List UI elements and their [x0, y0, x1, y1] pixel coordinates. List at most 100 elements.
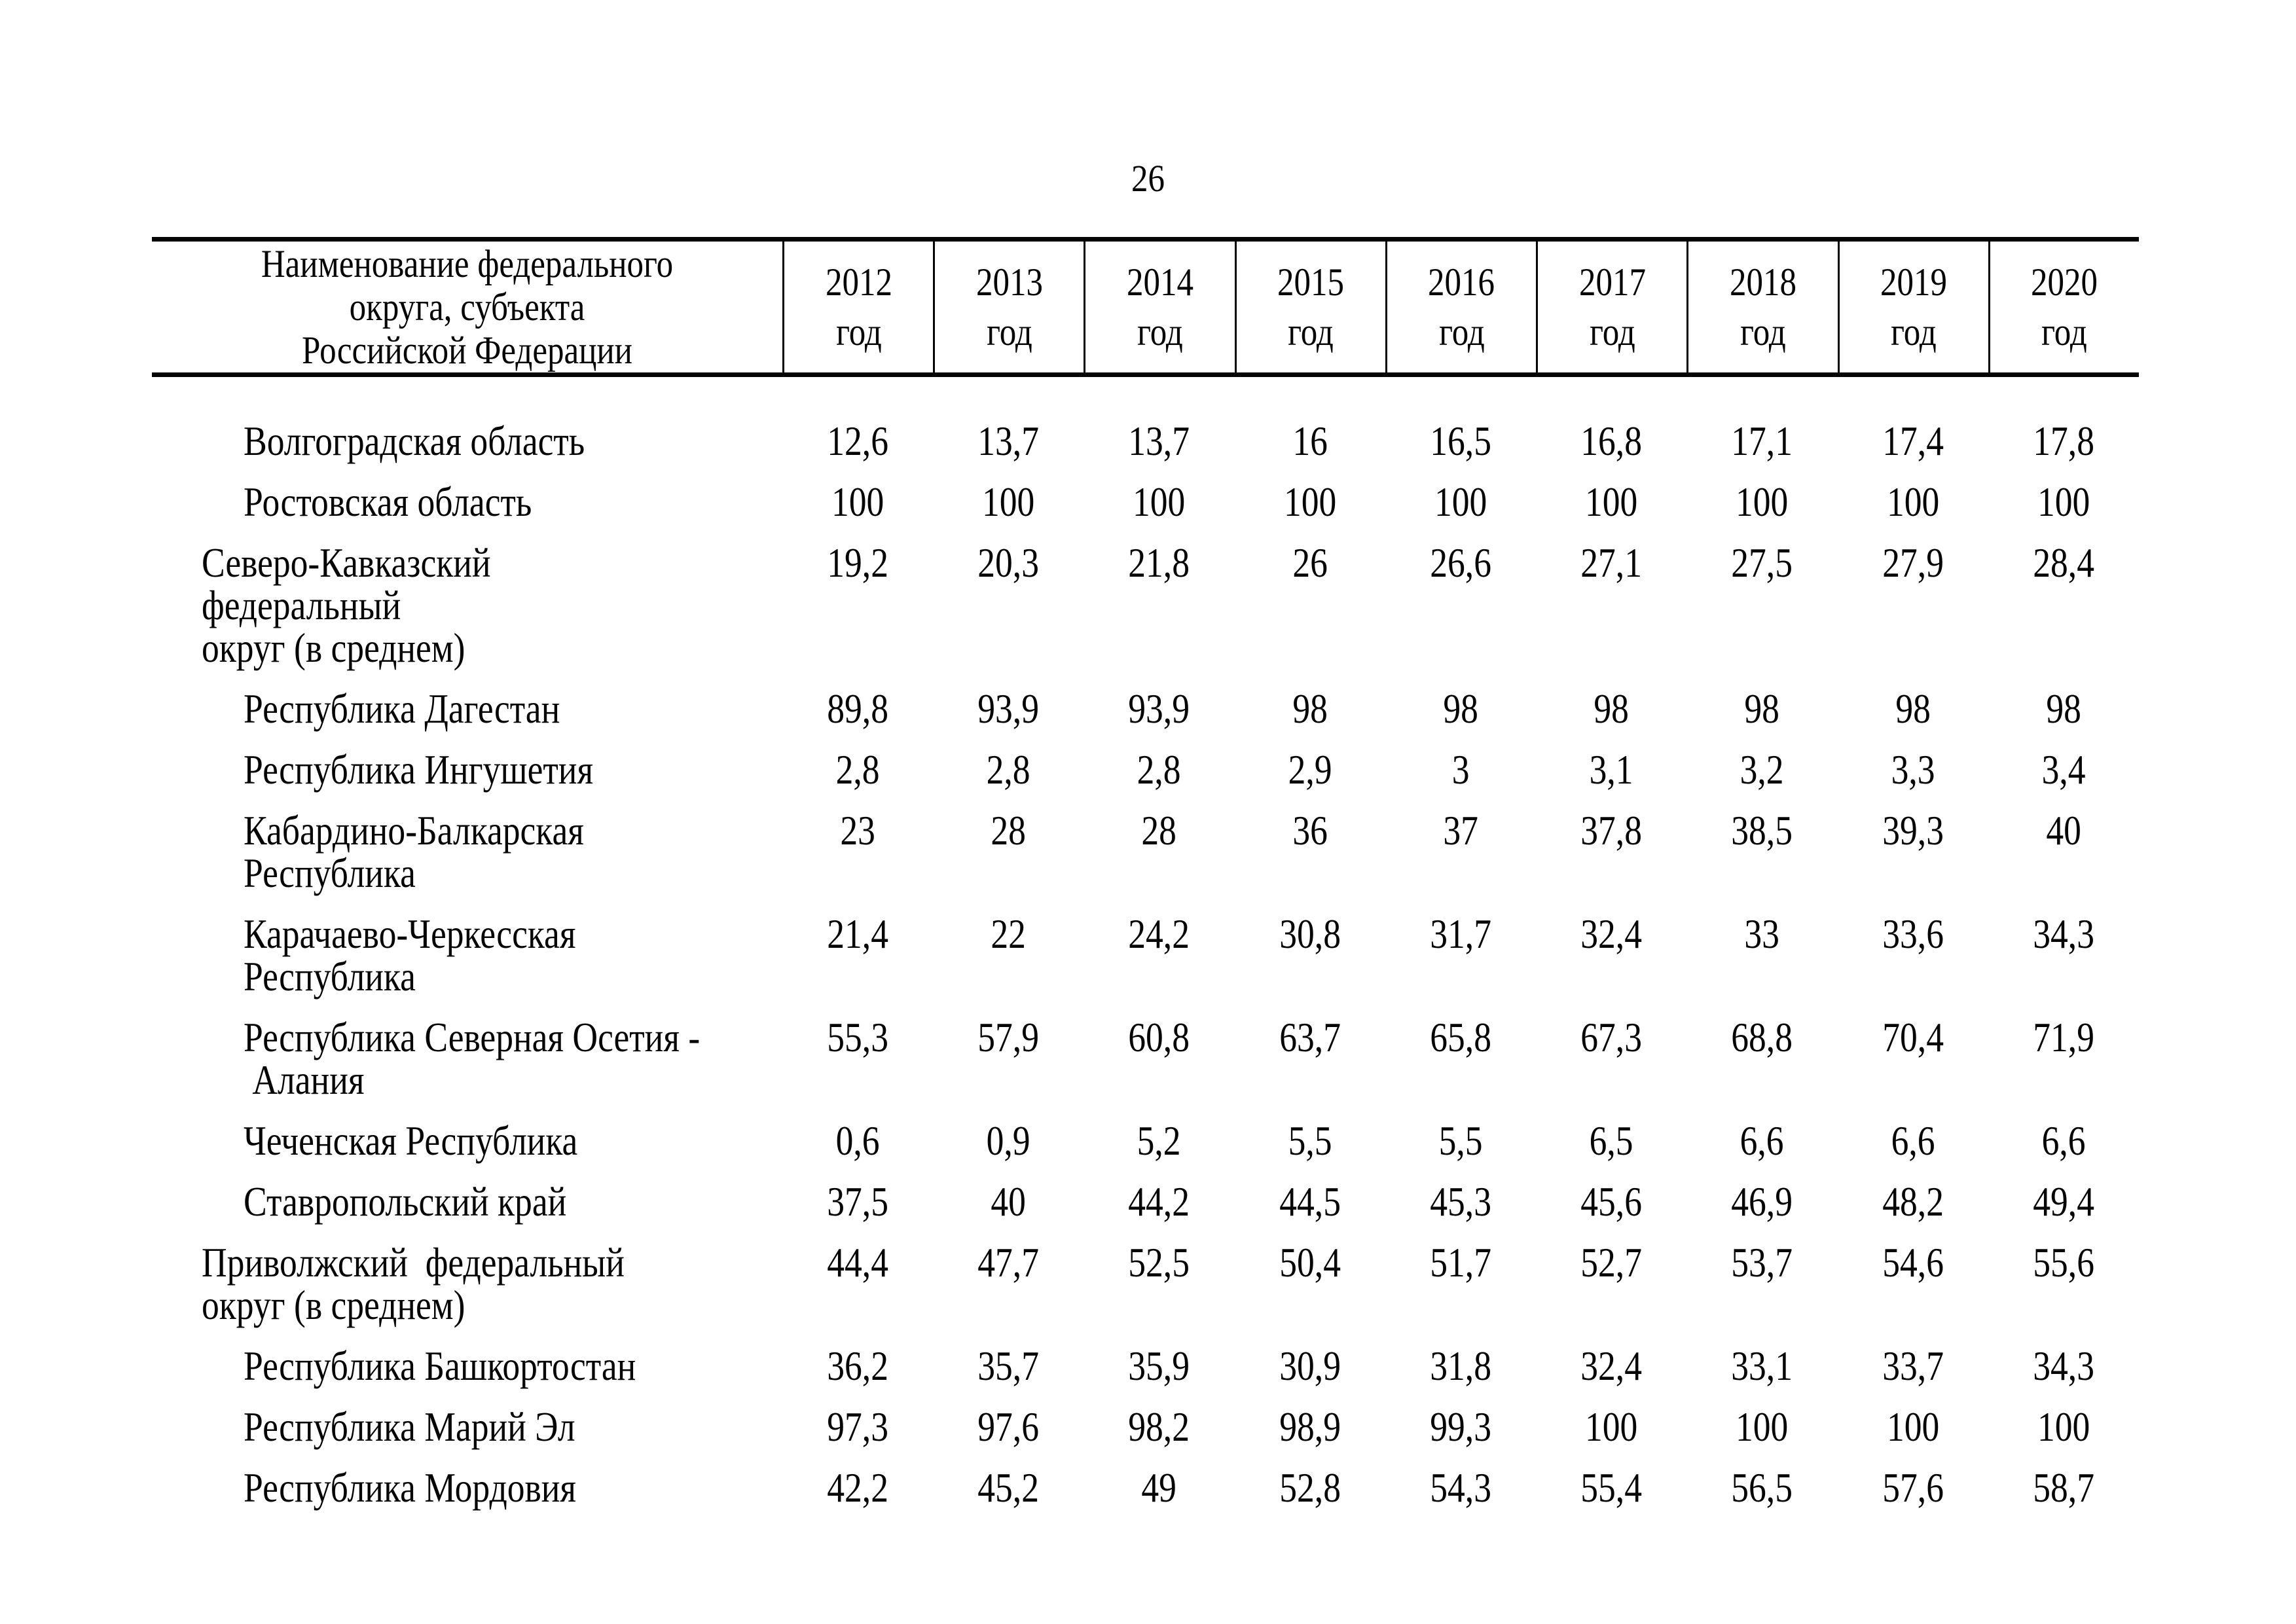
- value-cell: 36,2: [827, 1343, 888, 1389]
- header-year-label: 2018: [1729, 261, 1796, 304]
- value-cell: 55,4: [1580, 1465, 1643, 1511]
- value-cell: 57,6: [1882, 1465, 1944, 1511]
- value-cell: 37: [1443, 808, 1478, 854]
- value-cell: 32,4: [1580, 911, 1643, 957]
- value-cell: 93,9: [977, 686, 1040, 732]
- value-cell: 26,6: [1430, 540, 1491, 586]
- value-cell: 36: [1292, 808, 1328, 854]
- value-cell: 98: [1292, 686, 1328, 732]
- table-row: Карачаево-Черкесская Республика 21,4 22 24,2…: [152, 913, 2139, 998]
- value-cell: 46,9: [1731, 1179, 1793, 1225]
- value-cell: 20,3: [977, 540, 1040, 586]
- header-year-label: 2017: [1578, 261, 1646, 304]
- value-cell: 33: [1744, 911, 1780, 957]
- row-name-line: Приволжский федеральный: [202, 1240, 625, 1286]
- table-row: Волгоградская область 12,6 13,7 13,7 16 16,5 1…: [152, 420, 2139, 463]
- value-cell: 16,5: [1430, 418, 1491, 464]
- row-name-cell: Северо-Кавказский федеральный округ (в ср…: [152, 542, 782, 670]
- row-name-line: Республика Башкортостан: [244, 1343, 636, 1389]
- value-cell: 58,7: [2033, 1465, 2094, 1511]
- value-cell: 3,1: [1589, 747, 1633, 793]
- row-name-cell: Республика Дагестан: [152, 688, 782, 731]
- table-row: Республика Башкортостан 36,2 35,7 35,9 30,9 3…: [152, 1345, 2139, 1388]
- table-row: Республика Ингушетия 2,8 2,8 2,8 2,9 3 3,1 3,2 3…: [152, 749, 2139, 791]
- value-cell: 100: [2037, 1404, 2090, 1450]
- value-cell: 21,8: [1128, 540, 1190, 586]
- header-year-label: 2015: [1277, 261, 1345, 304]
- row-name-cell: Ростовская область: [152, 481, 782, 524]
- value-cell: 45,2: [977, 1465, 1040, 1511]
- value-cell: 6,6: [1740, 1118, 1784, 1164]
- value-cell: 65,8: [1430, 1015, 1491, 1060]
- value-cell: 0,9: [986, 1118, 1030, 1164]
- row-name-cell: Волгоградская область: [152, 420, 782, 463]
- value-cell: 32,4: [1580, 1343, 1643, 1389]
- header-year-2018: 2018 год: [1686, 242, 1837, 372]
- value-cell: 13,7: [977, 418, 1040, 464]
- value-cell: 98: [1594, 686, 1629, 732]
- row-name-line: Ставропольский край: [244, 1179, 567, 1225]
- value-cell: 13,7: [1128, 418, 1190, 464]
- value-cell: 17,8: [2033, 418, 2094, 464]
- header-year-2013: 2013 год: [933, 242, 1084, 372]
- header-year-label: 2012: [825, 261, 892, 304]
- value-cell: 42,2: [827, 1465, 888, 1511]
- value-cell: 2,8: [835, 747, 880, 793]
- value-cell: 2,8: [1137, 747, 1182, 793]
- header-year-label: 2019: [1880, 261, 1948, 304]
- value-cell: 53,7: [1731, 1240, 1793, 1286]
- value-cell: 23: [840, 808, 875, 854]
- value-cell: 52,8: [1279, 1465, 1341, 1511]
- row-name-line: Республика: [244, 954, 416, 1000]
- table-row: Республика Дагестан 89,8 93,9 93,9 98 98 98 98 9…: [152, 688, 2139, 731]
- value-cell: 5,5: [1288, 1118, 1332, 1164]
- value-cell: 55,3: [827, 1015, 888, 1060]
- row-name-cell: Ставропольский край: [152, 1181, 782, 1223]
- value-cell: 24,2: [1128, 911, 1190, 957]
- value-cell: 54,3: [1430, 1465, 1491, 1511]
- value-cell: 40: [991, 1179, 1027, 1225]
- value-cell: 34,3: [2033, 1343, 2094, 1389]
- value-cell: 16,8: [1580, 418, 1643, 464]
- value-cell: 67,3: [1580, 1015, 1643, 1060]
- value-cell: 98: [1443, 686, 1478, 732]
- value-cell: 47,7: [977, 1240, 1040, 1286]
- value-cell: 5,5: [1438, 1118, 1483, 1164]
- value-cell: 52,5: [1128, 1240, 1190, 1286]
- value-cell: 100: [1283, 479, 1336, 525]
- header-year-2015: 2015 год: [1234, 242, 1385, 372]
- value-cell: 98: [1744, 686, 1780, 732]
- table-row: Чеченская Республика 0,6 0,9 5,2 5,5 5,5 6,5 6,…: [152, 1120, 2139, 1163]
- value-cell: 0,6: [835, 1118, 880, 1164]
- value-cell: 63,7: [1279, 1015, 1341, 1060]
- value-cell: 6,5: [1589, 1118, 1633, 1164]
- header-year-unit: год: [987, 310, 1032, 353]
- header-year-2017: 2017 год: [1536, 242, 1686, 372]
- table-row: Республика Марий Эл 97,3 97,6 98,2 98,9 99,3 1…: [152, 1406, 2139, 1449]
- table-row: Республика Северная Осетия - Алания 55,3 5…: [152, 1017, 2139, 1102]
- value-cell: 30,8: [1279, 911, 1341, 957]
- value-cell: 2,9: [1288, 747, 1332, 793]
- value-cell: 34,3: [2033, 911, 2094, 957]
- value-cell: 100: [1434, 479, 1487, 525]
- row-name-line: Республика: [244, 850, 416, 896]
- row-name-line: Карачаево-Черкесская: [244, 911, 576, 957]
- row-name-cell: Чеченская Республика: [152, 1120, 782, 1163]
- value-cell: 27,9: [1882, 540, 1944, 586]
- value-cell: 38,5: [1731, 808, 1793, 854]
- header-year-2020: 2020 год: [1988, 242, 2139, 372]
- header-year-label: 2016: [1428, 261, 1495, 304]
- header-year-2019: 2019 год: [1837, 242, 1988, 372]
- value-cell: 5,2: [1137, 1118, 1182, 1164]
- row-name-cell: Республика Северная Осетия - Алания: [152, 1017, 782, 1102]
- row-name-cell: Приволжский федеральный округ (в среднем): [152, 1242, 782, 1327]
- value-cell: 21,4: [827, 911, 888, 957]
- value-cell: 98: [1895, 686, 1931, 732]
- value-cell: 51,7: [1430, 1240, 1491, 1286]
- value-cell: 3,3: [1891, 747, 1935, 793]
- value-cell: 44,4: [827, 1240, 888, 1286]
- row-name-line: Республика Ингушетия: [244, 747, 594, 793]
- header-year-label: 2013: [975, 261, 1043, 304]
- value-cell: 33,7: [1882, 1343, 1944, 1389]
